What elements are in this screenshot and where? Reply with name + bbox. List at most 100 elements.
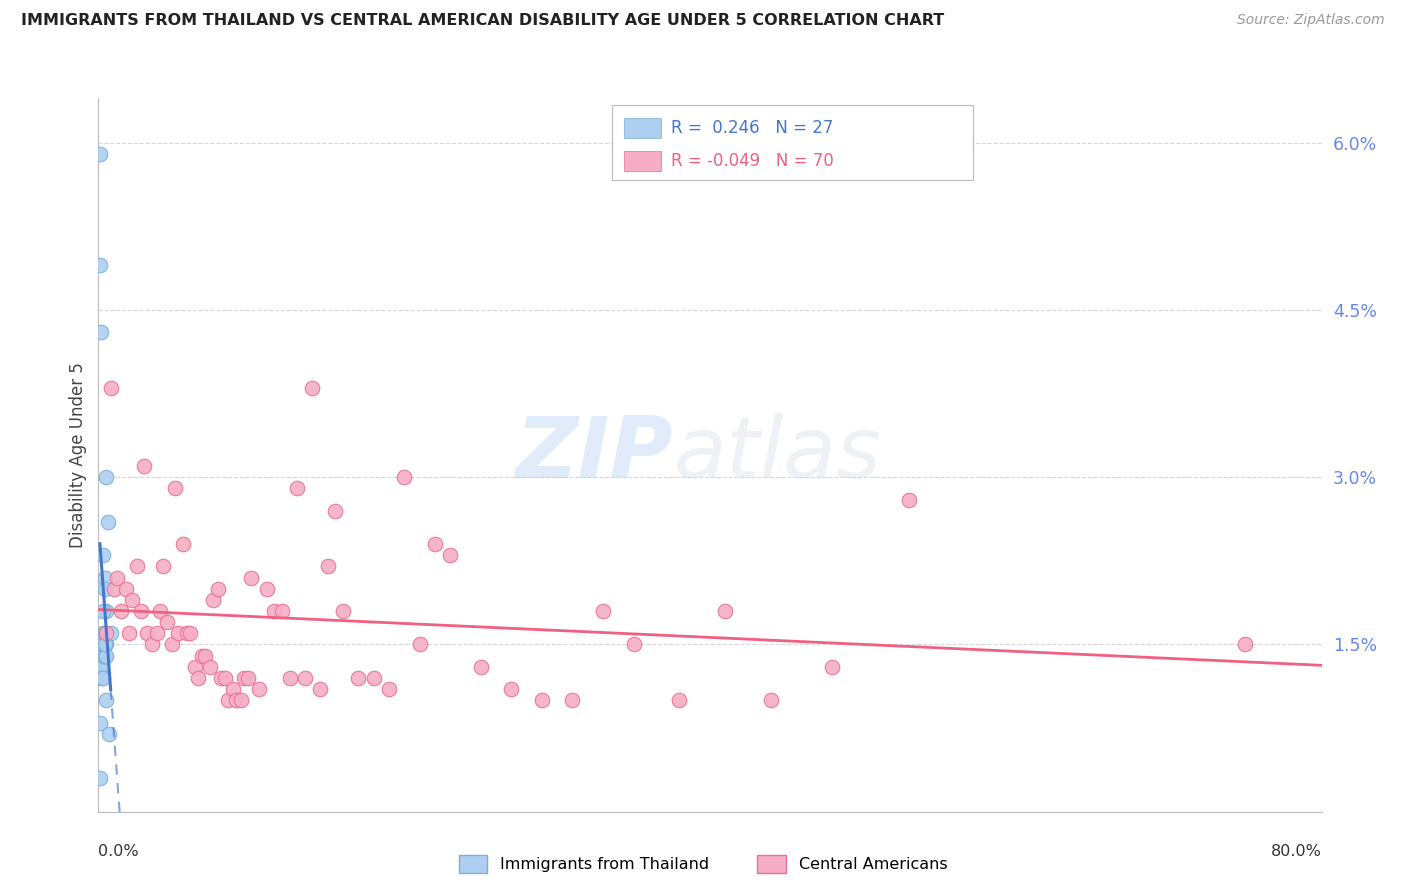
- Point: [256, 582, 278, 596]
- Bar: [624, 118, 661, 137]
- Point: [668, 693, 690, 707]
- Text: R =  0.246   N = 27: R = 0.246 N = 27: [671, 119, 834, 136]
- Point: [1234, 637, 1257, 651]
- Point: [294, 671, 316, 685]
- Point: [309, 681, 332, 696]
- Point: [94, 470, 117, 484]
- Point: [363, 671, 385, 685]
- Point: [152, 559, 174, 574]
- Point: [439, 548, 461, 563]
- Point: [90, 660, 112, 674]
- Point: [172, 537, 194, 551]
- Point: [97, 515, 120, 529]
- Point: [94, 693, 117, 707]
- Text: IMMIGRANTS FROM THAILAND VS CENTRAL AMERICAN DISABILITY AGE UNDER 5 CORRELATION : IMMIGRANTS FROM THAILAND VS CENTRAL AMER…: [21, 13, 945, 29]
- Point: [392, 470, 416, 484]
- Point: [89, 147, 111, 161]
- Point: [93, 571, 115, 585]
- Point: [202, 592, 225, 607]
- Point: [194, 648, 217, 663]
- Point: [121, 592, 143, 607]
- Text: R = -0.049   N = 70: R = -0.049 N = 70: [671, 153, 834, 170]
- Point: [229, 693, 252, 707]
- Point: [270, 604, 292, 618]
- Point: [198, 660, 221, 674]
- Point: [470, 660, 492, 674]
- Legend: Immigrants from Thailand, Central Americans: Immigrants from Thailand, Central Americ…: [453, 848, 953, 880]
- Point: [278, 671, 301, 685]
- Point: [167, 626, 190, 640]
- Point: [89, 771, 111, 786]
- Point: [347, 671, 370, 685]
- Point: [90, 671, 112, 685]
- Point: [94, 604, 117, 618]
- Point: [110, 604, 132, 618]
- Text: atlas: atlas: [673, 413, 882, 497]
- Point: [93, 582, 115, 596]
- Y-axis label: Disability Age Under 5: Disability Age Under 5: [69, 362, 87, 548]
- Point: [263, 604, 285, 618]
- Point: [89, 259, 111, 273]
- Point: [207, 582, 229, 596]
- Point: [301, 381, 323, 395]
- Point: [408, 637, 430, 651]
- Point: [91, 626, 114, 640]
- Point: [103, 582, 125, 596]
- Point: [94, 626, 117, 640]
- Point: [285, 482, 308, 496]
- Point: [247, 681, 270, 696]
- Point: [91, 648, 114, 663]
- Point: [141, 637, 163, 651]
- Point: [176, 626, 198, 640]
- Point: [129, 604, 152, 618]
- Point: [592, 604, 614, 618]
- Point: [325, 503, 347, 517]
- Point: [378, 681, 401, 696]
- Point: [115, 582, 138, 596]
- Point: [91, 548, 114, 563]
- Point: [90, 660, 112, 674]
- Point: [93, 626, 115, 640]
- Point: [93, 648, 115, 663]
- Bar: [612, 105, 973, 180]
- Point: [217, 693, 239, 707]
- Point: [222, 681, 245, 696]
- Point: [163, 482, 186, 496]
- Point: [623, 637, 645, 651]
- Point: [91, 671, 114, 685]
- Point: [160, 637, 183, 651]
- Point: [91, 637, 114, 651]
- Point: [214, 671, 236, 685]
- Point: [89, 715, 111, 730]
- Point: [145, 626, 167, 640]
- Point: [118, 626, 141, 640]
- Point: [91, 604, 114, 618]
- Point: [423, 537, 446, 551]
- Point: [100, 381, 122, 395]
- Point: [209, 671, 232, 685]
- Point: [561, 693, 583, 707]
- Point: [136, 626, 159, 640]
- Point: [98, 726, 121, 740]
- Point: [179, 626, 201, 640]
- Point: [94, 637, 117, 651]
- Point: [94, 648, 117, 663]
- Point: [105, 571, 128, 585]
- Point: [184, 660, 207, 674]
- Text: ZIP: ZIP: [516, 413, 673, 497]
- Point: [530, 693, 553, 707]
- Point: [93, 637, 115, 651]
- Bar: [624, 152, 661, 171]
- Point: [232, 671, 254, 685]
- Point: [759, 693, 782, 707]
- Point: [821, 660, 844, 674]
- Text: 80.0%: 80.0%: [1271, 844, 1322, 859]
- Point: [897, 492, 920, 507]
- Point: [149, 604, 172, 618]
- Text: Source: ZipAtlas.com: Source: ZipAtlas.com: [1237, 13, 1385, 28]
- Point: [501, 681, 523, 696]
- Point: [125, 559, 148, 574]
- Point: [90, 325, 112, 339]
- Point: [225, 693, 247, 707]
- Point: [714, 604, 737, 618]
